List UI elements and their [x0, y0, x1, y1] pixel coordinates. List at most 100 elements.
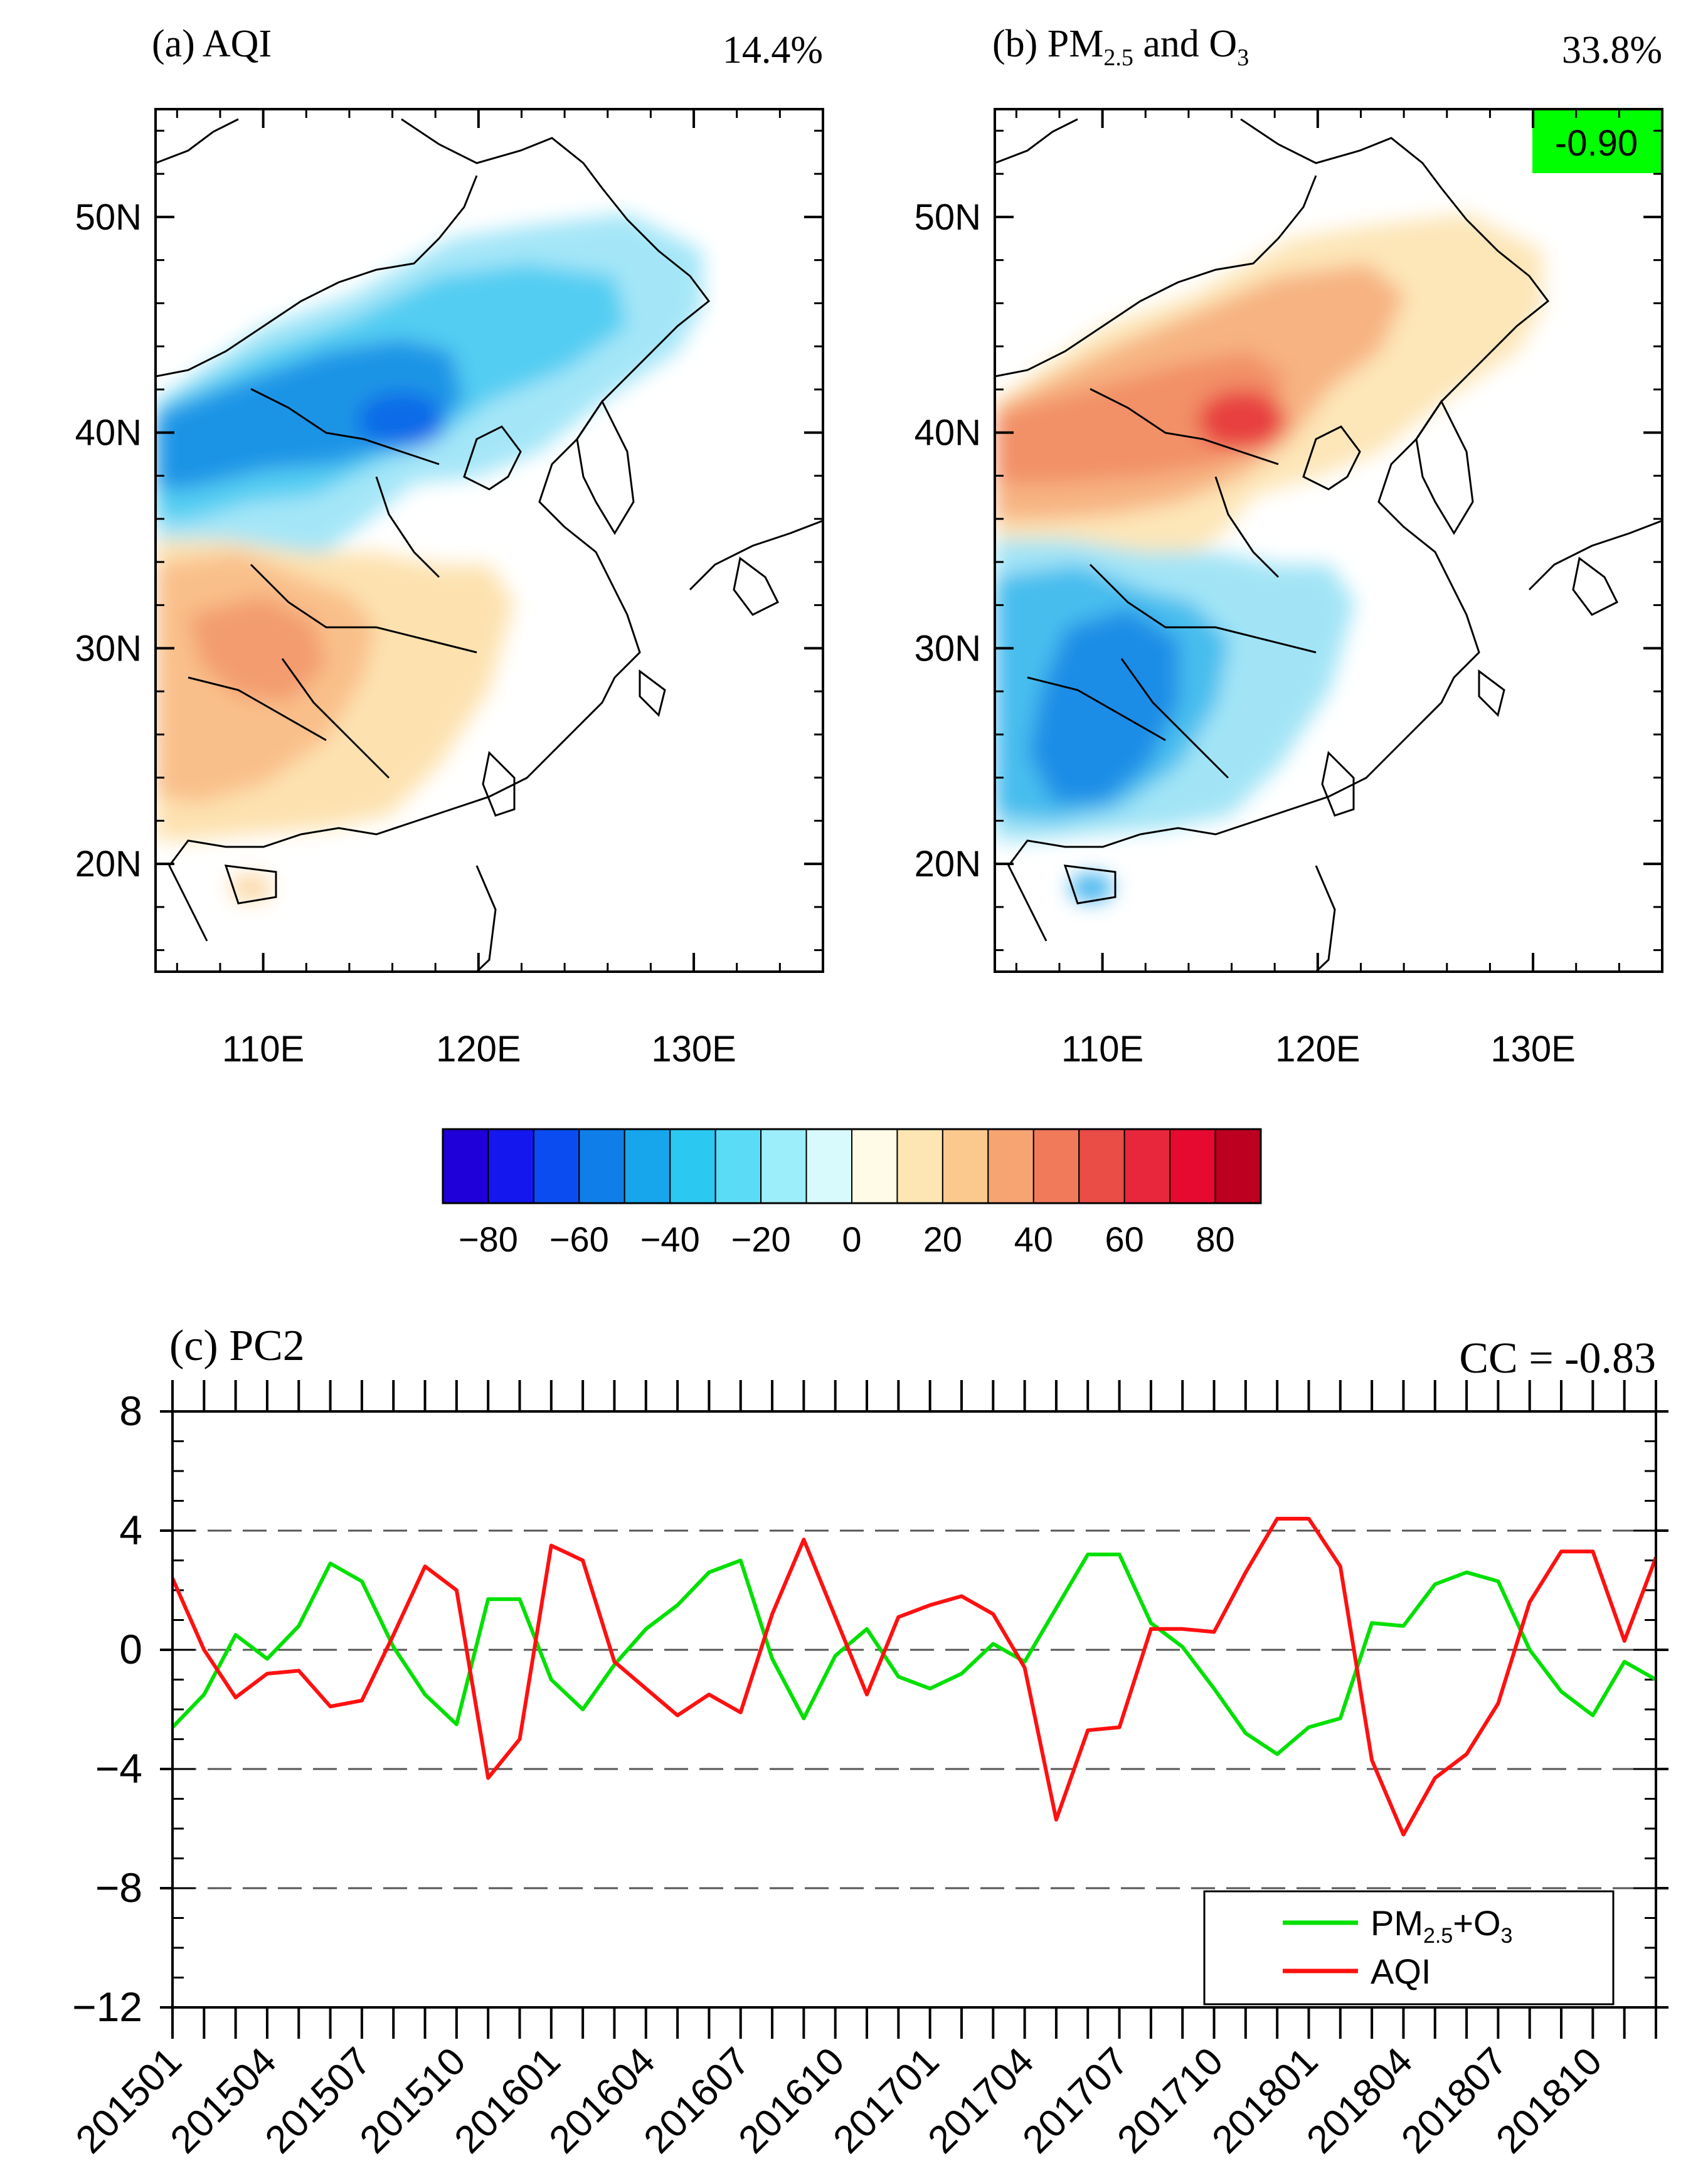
pc2-frame — [171, 1410, 1657, 2009]
colorbar-cell — [487, 1129, 534, 1204]
colorbar-tick-label: 60 — [1105, 1219, 1144, 1259]
colorbar-cell — [714, 1129, 762, 1204]
map-b-percent: 33.8% — [1562, 29, 1662, 72]
map-a-percent: 14.4% — [723, 29, 823, 72]
pc2-x-tick-label: 201810 — [1488, 2039, 1610, 2162]
map-lat-label: 40N — [75, 413, 142, 454]
pc2-x-tick-label: 201707 — [1014, 2039, 1137, 2162]
colorbar-tick-label: 20 — [923, 1219, 962, 1259]
colorbar: −80 −60 −40 −20 0 20 40 60 80 — [442, 1128, 1262, 1259]
pc2-x-tick-label: 201601 — [447, 2039, 569, 2162]
pc2-title: (c) PC2 — [169, 1322, 305, 1370]
pc2-x-tick-label: 201604 — [541, 2039, 664, 2162]
pc2-y-tick-labels: 8 4 0 −4 −8 −12 — [72, 1388, 142, 2030]
map-lat-label: 40N — [915, 413, 981, 454]
map-a-field — [156, 118, 823, 972]
colorbar-frame — [442, 1128, 1262, 1204]
legend-label-aqi: AQI — [1371, 1952, 1431, 1991]
map-lat-label: 30N — [75, 628, 142, 669]
map-lat-label: 30N — [915, 628, 981, 669]
colorbar-tick-label: −60 — [549, 1219, 609, 1259]
map-a-field-core — [358, 392, 445, 449]
pc2-x-tick-label: 201607 — [636, 2039, 758, 2162]
pc2-y-tick-label: −4 — [95, 1745, 142, 1792]
map-b-badge-bg — [1532, 110, 1661, 173]
pc2-y-tick-label: −8 — [95, 1864, 142, 1911]
map-b-label: (b) PM2.5 and O3 — [992, 23, 1249, 71]
colorbar-cell — [1214, 1129, 1261, 1204]
map-a-field-north-dark — [156, 339, 464, 489]
map-b-field — [995, 118, 1662, 972]
pc2-dashed-lines — [172, 1529, 1656, 1889]
series-line-aqi — [172, 1517, 1656, 1837]
pc2-x-tick-label: 201510 — [352, 2039, 474, 2162]
colorbar-cell — [1078, 1129, 1125, 1204]
colorbar-tick-label: 80 — [1196, 1219, 1234, 1259]
legend-box — [1203, 1890, 1615, 2005]
pc2-y-tick-label: 8 — [119, 1388, 142, 1434]
colorbar-cell — [578, 1129, 625, 1204]
pc2-series — [172, 1517, 1656, 1837]
colorbar-tick-label: −20 — [731, 1219, 791, 1259]
colorbar-cell — [623, 1129, 671, 1204]
colorbar-cell — [896, 1129, 943, 1204]
pc2-x-tick-label: 201710 — [1109, 2039, 1231, 2162]
pc2-x-tick-label: 201504 — [162, 2039, 285, 2162]
pc2-legend: PM2.5+O3 AQI — [1203, 1890, 1615, 2005]
colorbar-tick-label: 0 — [842, 1219, 861, 1259]
pc2-x-tick-label: 201704 — [920, 2039, 1042, 2162]
map-b-field-hainan — [1069, 874, 1113, 901]
map-a-field-hainan — [229, 874, 273, 901]
map-lat-label: 20N — [915, 844, 981, 884]
map-lon-label: 110E — [1061, 1029, 1143, 1070]
colorbar-cells — [442, 1129, 1261, 1204]
pc2-x-tick-label: 201501 — [68, 2039, 190, 2162]
map-b-frame — [994, 108, 1663, 973]
pc2-x-tick-label: 201804 — [1298, 2039, 1421, 2162]
pc2-x-tick-label: 201507 — [257, 2039, 379, 2162]
pc2-x-tick-labels: 2015012015042015072015102016012016042016… — [68, 2039, 1610, 2162]
map-lat-label: 20N — [75, 844, 142, 884]
pc2-panel: (c) PC2 CC = -0.83 840−4−8−12 2015012015… — [68, 1322, 1668, 2162]
pc2-y-tick-label: −12 — [72, 1984, 142, 2030]
colorbar-cell — [1032, 1129, 1080, 1204]
map-a-ticks: 110E 120E 130E 50N 40N 30N 20N — [75, 109, 824, 1070]
map-b-field-core — [1198, 390, 1286, 450]
colorbar-cell — [987, 1129, 1034, 1204]
map-lon-label: 120E — [436, 1029, 521, 1070]
map-lon-label: 130E — [651, 1029, 736, 1070]
colorbar-cell — [1123, 1129, 1171, 1204]
map-b-badge: -0.90 — [1555, 123, 1638, 164]
map-lon-label: 120E — [1275, 1029, 1360, 1070]
map-a-coastlines — [156, 118, 823, 972]
pc2-x-tick-label: 201801 — [1204, 2039, 1326, 2162]
colorbar-cell — [533, 1129, 580, 1204]
colorbar-cell — [1169, 1129, 1216, 1204]
colorbar-tick-label: −40 — [640, 1219, 700, 1259]
colorbar-tick-labels: −80 −60 −40 −20 0 20 40 60 80 — [459, 1219, 1235, 1259]
pc2-y-tick-label: 0 — [119, 1626, 142, 1672]
map-lon-label: 110E — [222, 1029, 304, 1070]
pc2-x-tick-label: 201807 — [1393, 2039, 1515, 2162]
map-lat-label: 50N — [75, 197, 142, 238]
colorbar-cell — [805, 1129, 852, 1204]
colorbar-tick-label: 40 — [1014, 1219, 1053, 1259]
legend-label-pm25-o3: PM2.5+O3 — [1371, 1903, 1512, 1948]
pc2-x-tick-label: 201610 — [731, 2039, 853, 2162]
pc2-ticks — [160, 1380, 1668, 2039]
pc2-x-tick-label: 201701 — [825, 2039, 947, 2162]
map-a-frame — [154, 108, 824, 973]
colorbar-cell — [760, 1129, 807, 1204]
colorbar-cell — [942, 1129, 989, 1204]
colorbar-cell — [851, 1129, 898, 1204]
colorbar-cell — [669, 1129, 716, 1204]
map-lat-label: 50N — [915, 197, 981, 238]
colorbar-tick-label: −80 — [459, 1219, 518, 1259]
map-panel-pm25-o3: (b) PM2.5 and O3 33.8% — [915, 23, 1663, 1070]
pc2-cc-annotation: CC = -0.83 — [1459, 1334, 1656, 1383]
pc2-y-tick-label: 4 — [119, 1507, 142, 1553]
map-lon-label: 130E — [1490, 1029, 1575, 1070]
map-a-label: (a) AQI — [152, 23, 272, 65]
map-b-ticks: 110E 120E 130E 50N 40N 30N 20N — [915, 109, 1663, 1070]
